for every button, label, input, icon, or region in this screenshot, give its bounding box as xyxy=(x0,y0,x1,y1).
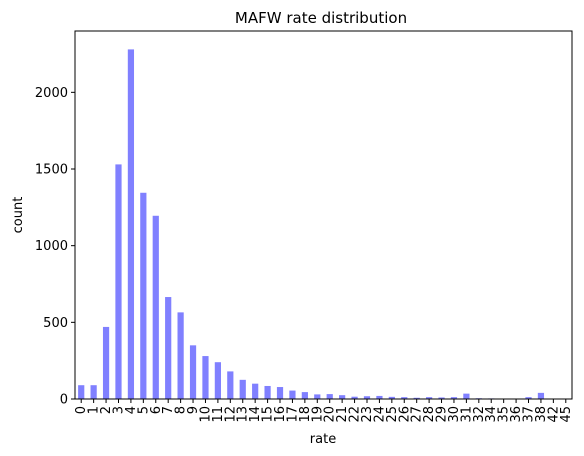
bar-14 xyxy=(252,383,259,399)
x-tick-label: 31 xyxy=(459,406,474,423)
x-tick-label: 11 xyxy=(211,406,226,423)
x-tick-label: 45 xyxy=(559,406,574,423)
x-tick-label: 25 xyxy=(385,406,400,423)
x-axis-ticks: 0123456789101112131415161718192021222324… xyxy=(74,399,574,423)
x-tick-label: 38 xyxy=(534,406,549,423)
bar-8 xyxy=(177,312,184,399)
bar-16 xyxy=(276,387,284,399)
x-tick-label: 1 xyxy=(87,406,102,414)
bar-20 xyxy=(326,394,333,399)
x-tick-label: 21 xyxy=(335,406,350,423)
bar-9 xyxy=(189,345,197,399)
bar-2 xyxy=(102,326,110,399)
y-axis-ticks: 0 500 1000 1500 2000 xyxy=(35,86,75,408)
x-tick-label: 24 xyxy=(372,406,387,423)
x-tick-label: 2 xyxy=(99,406,114,414)
x-tick-label: 29 xyxy=(435,406,450,423)
bar-26 xyxy=(401,397,408,399)
y-axis-label: count xyxy=(11,197,26,234)
x-tick-label: 4 xyxy=(124,406,139,414)
x-tick-label: 15 xyxy=(261,406,276,423)
x-tick-label: 10 xyxy=(198,406,213,423)
x-tick-label: 19 xyxy=(310,406,325,423)
x-tick-label: 22 xyxy=(348,406,363,423)
x-tick-label: 18 xyxy=(298,406,313,423)
x-tick-label: 17 xyxy=(285,406,300,423)
bar-25 xyxy=(388,396,395,399)
x-tick-label: 0 xyxy=(74,406,89,414)
bar-13 xyxy=(239,379,246,399)
bar-24 xyxy=(376,395,383,399)
bar-7 xyxy=(165,297,172,399)
bar-12 xyxy=(227,371,234,399)
x-tick-label: 42 xyxy=(546,406,561,423)
x-tick-label: 16 xyxy=(273,406,288,423)
x-tick-label: 8 xyxy=(174,406,189,414)
bar-38 xyxy=(537,392,545,399)
x-tick-label: 28 xyxy=(422,406,437,423)
x-tick-label: 5 xyxy=(136,406,151,414)
bar-23 xyxy=(363,396,371,399)
bar-17 xyxy=(289,390,296,399)
y-tick-label: 500 xyxy=(43,316,68,331)
chart-title: MAFW rate distribution xyxy=(235,9,407,27)
bar-18 xyxy=(301,392,308,399)
x-tick-label: 6 xyxy=(149,406,164,414)
bar-19 xyxy=(314,394,321,399)
bar-4 xyxy=(127,49,135,400)
bar-10 xyxy=(202,356,209,399)
x-tick-label: 35 xyxy=(497,406,512,423)
x-tick-label: 37 xyxy=(522,406,537,423)
x-tick-label: 12 xyxy=(223,406,238,423)
bar-21 xyxy=(339,395,346,399)
bar-3 xyxy=(115,164,122,399)
x-tick-label: 34 xyxy=(484,406,499,423)
x-tick-label: 23 xyxy=(360,406,375,423)
x-tick-label: 26 xyxy=(397,406,412,423)
bar-11 xyxy=(214,362,221,399)
x-tick-label: 30 xyxy=(447,406,462,423)
bar-0 xyxy=(78,385,85,399)
y-tick-label: 2000 xyxy=(35,86,68,101)
x-tick-label: 32 xyxy=(472,406,487,423)
bar-31 xyxy=(463,393,470,399)
bar-22 xyxy=(351,396,358,399)
x-tick-label: 36 xyxy=(509,406,524,423)
bar-37 xyxy=(525,397,532,399)
bar-28 xyxy=(426,397,433,399)
x-tick-label: 9 xyxy=(186,406,201,414)
bar-27 xyxy=(413,397,420,399)
y-tick-label: 1000 xyxy=(35,239,68,254)
bar-1 xyxy=(90,385,97,399)
bar-15 xyxy=(264,385,271,399)
bar-29 xyxy=(438,397,445,399)
x-tick-label: 27 xyxy=(410,406,425,423)
bars-group xyxy=(78,49,569,400)
x-tick-label: 14 xyxy=(248,406,263,423)
x-tick-label: 3 xyxy=(111,406,126,414)
bar-5 xyxy=(140,192,147,399)
x-tick-label: 7 xyxy=(161,406,176,414)
x-axis-label: rate xyxy=(310,432,336,447)
x-tick-label: 13 xyxy=(236,406,251,423)
plot-frame xyxy=(74,30,573,400)
y-tick-label: 1500 xyxy=(35,163,68,178)
bar-30 xyxy=(450,397,458,399)
y-tick-label: 0 xyxy=(60,393,68,408)
x-tick-label: 20 xyxy=(323,406,338,423)
bar-6 xyxy=(152,215,159,399)
